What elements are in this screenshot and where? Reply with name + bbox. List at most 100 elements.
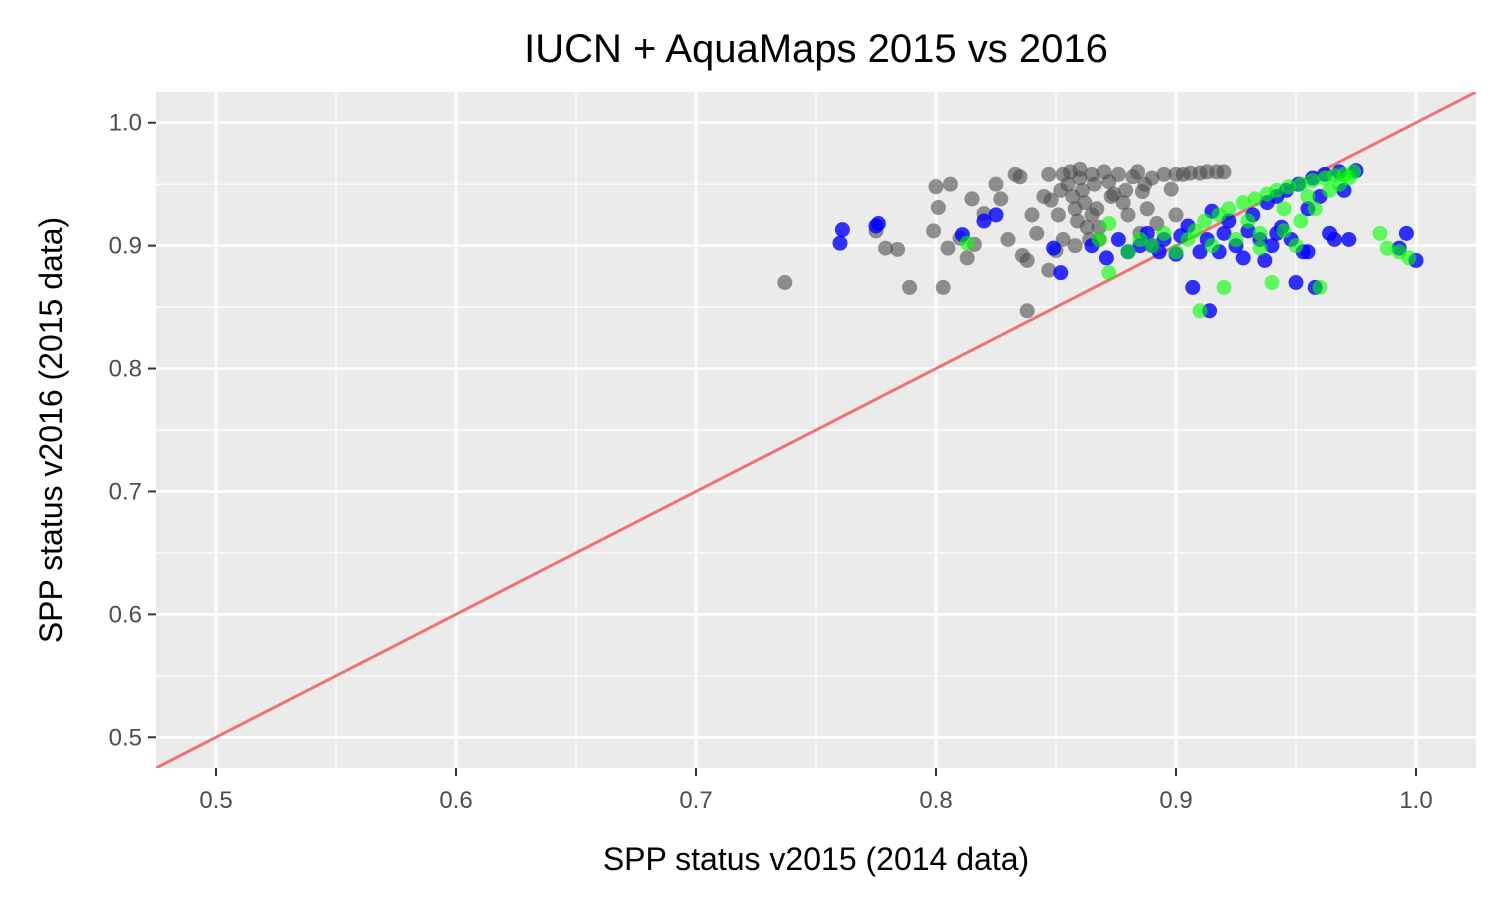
data-point	[832, 235, 848, 251]
data-point	[777, 275, 793, 291]
series-2-points	[959, 164, 1417, 319]
data-point	[1101, 265, 1117, 281]
data-point	[1326, 231, 1342, 247]
data-point	[1110, 166, 1126, 182]
data-point	[1139, 201, 1155, 217]
data-point	[1110, 231, 1126, 247]
data-point	[1041, 262, 1057, 278]
data-point	[1252, 240, 1268, 256]
data-point	[1115, 195, 1131, 211]
data-point	[1053, 265, 1069, 281]
major-gridlines	[156, 92, 1476, 768]
data-point	[1346, 164, 1362, 180]
data-points-layer	[777, 161, 1424, 319]
data-point	[1077, 195, 1093, 211]
data-point	[1074, 182, 1090, 198]
data-point	[1019, 303, 1035, 319]
data-point	[1019, 252, 1035, 268]
data-point	[928, 179, 944, 195]
data-point	[1235, 195, 1251, 211]
data-point	[1288, 238, 1304, 254]
data-point	[1156, 166, 1172, 182]
data-point	[1060, 176, 1076, 192]
x-tick-label: 0.5	[199, 787, 232, 814]
data-point	[1221, 201, 1237, 217]
data-point	[1072, 170, 1088, 186]
data-point	[1084, 207, 1100, 223]
y-tick-label: 0.8	[109, 356, 142, 383]
data-point	[1118, 182, 1134, 198]
data-point	[1379, 240, 1395, 256]
data-point	[1372, 225, 1388, 241]
y-tick-label: 0.6	[109, 601, 142, 628]
y-tick-label: 0.7	[109, 478, 142, 505]
y-tick-label: 1.0	[109, 110, 142, 137]
data-point	[878, 240, 894, 256]
data-point	[926, 223, 942, 239]
data-point	[1101, 216, 1117, 232]
data-point	[1276, 201, 1292, 217]
x-tick-label: 0.8	[919, 787, 952, 814]
data-point	[964, 191, 980, 207]
data-point	[1300, 188, 1316, 204]
data-point	[1120, 244, 1136, 260]
data-point	[1281, 179, 1297, 195]
data-point	[1091, 231, 1107, 247]
data-point	[1130, 164, 1146, 180]
chart-title: IUCN + AquaMaps 2015 vs 2016	[524, 27, 1108, 71]
data-point	[1029, 225, 1045, 241]
data-point	[1307, 201, 1323, 217]
x-tick-label: 1.0	[1399, 787, 1432, 814]
data-point	[1192, 244, 1208, 260]
data-point	[940, 240, 956, 256]
data-point	[1216, 164, 1232, 180]
data-point	[1055, 231, 1071, 247]
data-point	[1103, 188, 1119, 204]
data-point	[1043, 192, 1059, 208]
data-point	[1216, 279, 1232, 295]
data-point	[1305, 172, 1321, 188]
data-point	[1156, 225, 1172, 241]
x-axis: 0.5 0.6 0.7 0.8 0.9 1.0	[199, 768, 1433, 814]
data-point	[1235, 250, 1251, 266]
data-point	[1204, 238, 1220, 254]
data-point	[834, 222, 850, 238]
data-point	[1312, 279, 1328, 295]
data-point	[1247, 191, 1263, 207]
data-point	[890, 241, 906, 257]
data-point	[870, 216, 886, 232]
data-point	[1192, 303, 1208, 319]
data-point	[1252, 225, 1268, 241]
data-point	[1269, 182, 1285, 198]
data-point	[1185, 279, 1201, 295]
data-point	[976, 213, 992, 229]
data-point	[1168, 207, 1184, 223]
data-point	[1341, 231, 1357, 247]
data-point	[1398, 225, 1414, 241]
data-point	[942, 176, 958, 192]
data-point	[1293, 213, 1309, 229]
data-point	[930, 200, 946, 216]
data-point	[1024, 207, 1040, 223]
data-point	[988, 176, 1004, 192]
data-point	[1163, 181, 1179, 197]
data-point	[959, 235, 975, 251]
data-point	[1401, 250, 1417, 266]
data-point	[1086, 176, 1102, 192]
data-point	[993, 191, 1009, 207]
data-point	[1276, 223, 1292, 239]
x-axis-title: SPP status v2015 (2014 data)	[603, 841, 1029, 877]
data-point	[1144, 238, 1160, 254]
data-point	[1120, 207, 1136, 223]
data-point	[1300, 244, 1316, 260]
y-axis-title: SPP status v2016 (2015 data)	[33, 217, 69, 643]
data-point	[959, 250, 975, 266]
data-point	[1050, 207, 1066, 223]
data-point	[1293, 176, 1309, 192]
x-tick-label: 0.6	[439, 787, 472, 814]
data-point	[1257, 252, 1273, 268]
data-point	[935, 279, 951, 295]
data-point	[1098, 250, 1114, 266]
data-point	[1240, 213, 1256, 229]
